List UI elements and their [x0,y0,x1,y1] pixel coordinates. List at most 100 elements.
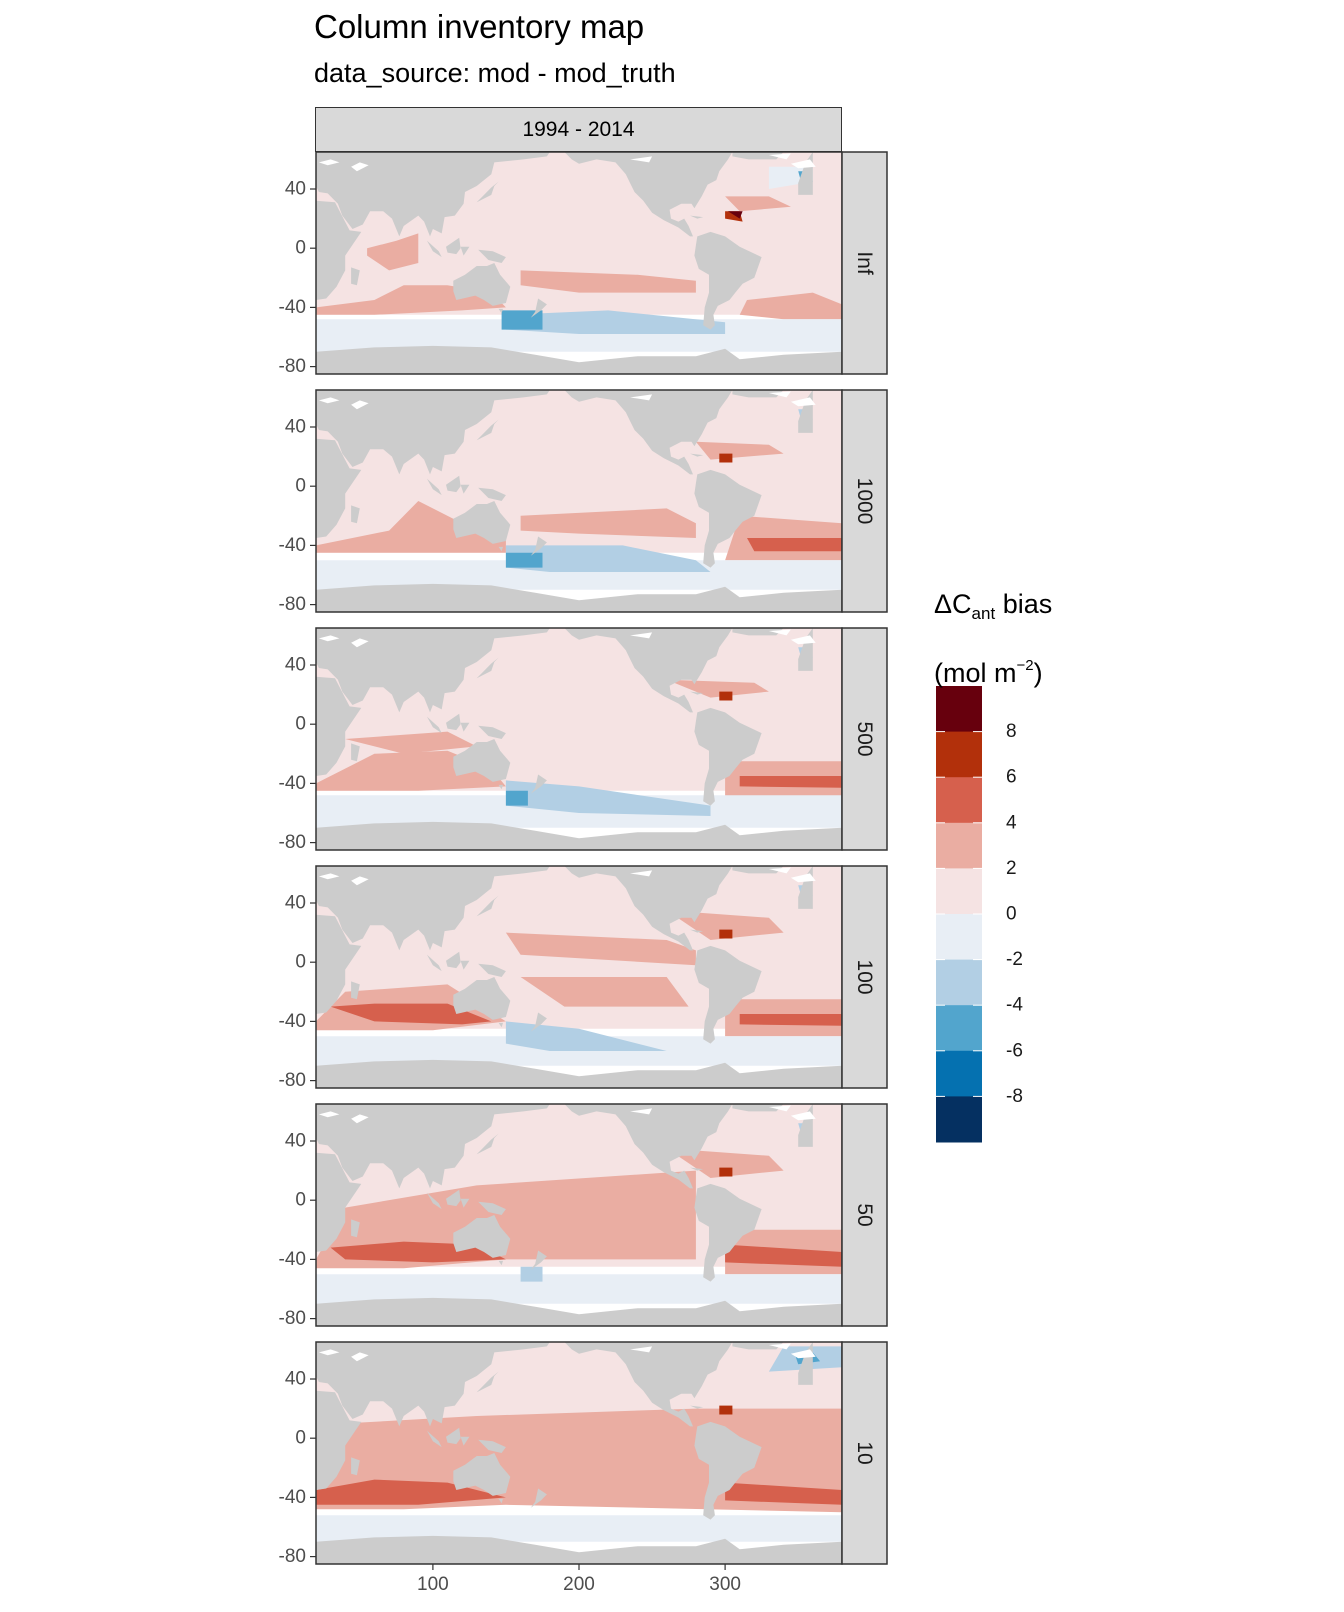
y-tick-label: -40 [279,297,306,318]
land-mass [446,951,461,969]
legend-break-label: -2 [1006,949,1023,970]
land-mass [478,725,506,739]
bias-region [695,441,784,460]
land-mass [460,1436,470,1446]
row-facet-label: 1000 [853,478,876,525]
missing-data-patch [790,1349,816,1359]
y-tick-label: 40 [285,1369,306,1390]
land-mass [446,1427,461,1445]
legend-break-label: 0 [1006,904,1017,925]
legend-color-bin [936,777,982,824]
bias-region [719,1405,733,1415]
land-mass [476,895,499,917]
land-mass [460,484,470,494]
y-tick-label: -80 [279,594,306,615]
missing-data-patch [630,1108,653,1115]
legend-color-bin [936,959,982,1006]
bias-region [345,731,477,754]
row-facet-strip [841,865,888,1089]
y-tick-label: -80 [279,1070,306,1091]
bias-region [505,932,696,966]
land-mass [427,1192,442,1210]
land-mass [690,691,704,695]
legend-unit-open: (mol m [934,658,1017,688]
row-facet-label: 500 [853,721,876,756]
legend-break-label: -6 [1006,1040,1023,1061]
y-tick-label: -40 [279,1011,306,1032]
column-facet-label: 1994 - 2014 [522,117,635,141]
land-mass [316,676,362,776]
bias-region [719,929,733,939]
y-tick-label: -80 [279,1308,306,1329]
missing-data-patch [790,635,816,645]
legend-unit-close: ) [1033,658,1043,688]
land-mass [732,1104,784,1112]
missing-data-patch [351,638,369,648]
bias-region [505,780,711,816]
land-mass [498,784,503,790]
legend-title: ΔCant bias (mol m−2) [934,578,1052,699]
missing-data-patch [351,876,369,886]
missing-data-patch [768,1105,791,1112]
land-mass [690,1405,704,1409]
missing-data-patch [351,1352,369,1362]
missing-data-patch [318,873,340,880]
land-mass [498,1498,503,1504]
land-mass [694,707,762,806]
legend-color-bin [936,686,982,733]
land-mass [316,200,362,300]
missing-data-patch [318,1349,340,1356]
missing-data-patch [630,870,653,877]
bias-region [747,538,842,552]
land-mass [690,215,704,219]
y-tick-label: 0 [295,1428,306,1449]
bias-region [725,196,791,212]
bias-region [505,545,711,572]
y-tick-label: -40 [279,535,306,556]
land-mass [316,345,842,374]
land-mass [316,390,550,475]
land-mass [732,866,784,874]
legend-color-bin [936,822,982,869]
bias-region [719,691,733,701]
map-panel-500 [316,628,842,850]
land-mass [446,237,461,255]
legend-unit-sup: −2 [1016,657,1034,674]
land-mass [460,960,470,970]
legend-break-label: 8 [1006,721,1017,742]
land-mass [530,1012,547,1032]
land-mass [453,1215,511,1258]
bias-region [520,270,696,293]
land-mass [498,1022,503,1028]
land-mass [427,1430,442,1448]
land-mass [694,231,762,330]
land-mass [316,1059,842,1088]
missing-data-patch [790,1111,816,1121]
missing-data-patch [318,1111,340,1118]
land-mass [564,390,733,475]
legend-break-label: -8 [1006,1086,1023,1107]
land-mass [564,1342,733,1427]
missing-data-patch [318,159,340,166]
land-mass [453,1453,511,1496]
y-tick-label: 0 [295,238,306,259]
row-facet-strip [841,389,888,613]
missing-data-patch [351,400,369,410]
land-mass [476,657,499,679]
chart-subtitle: data_source: mod - mod_truth [314,58,676,88]
land-mass [427,716,442,734]
land-mass [478,249,506,263]
land-mass [530,1250,547,1270]
land-mass [351,743,360,762]
land-mass [427,240,442,258]
legend-title-rest: bias [995,589,1053,619]
y-tick-label: 0 [295,952,306,973]
y-tick-label: -40 [279,1249,306,1270]
bias-region [316,1515,842,1542]
map-panel-Inf [316,152,842,374]
land-mass [564,152,733,237]
map-panel-50 [316,1104,842,1326]
chart-title: Column inventory map [314,8,645,45]
missing-data-patch [630,394,653,401]
